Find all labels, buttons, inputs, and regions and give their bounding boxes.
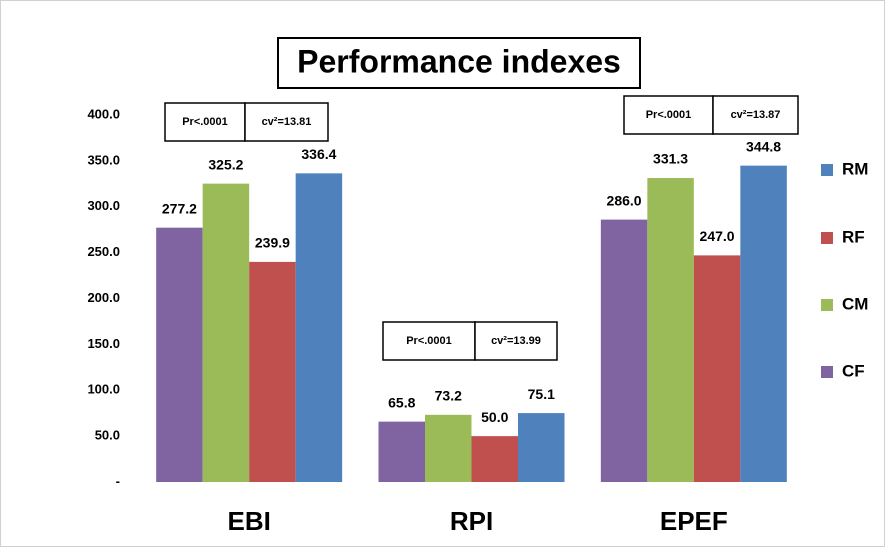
annotation-text: cv²=13.87: [731, 109, 781, 121]
bar: [202, 183, 250, 482]
legend-swatch: [821, 299, 833, 311]
bar: [740, 165, 787, 482]
bar: [249, 261, 296, 482]
y-tick-label: 100.0: [87, 382, 120, 397]
bar: [693, 255, 741, 482]
bar: [471, 436, 518, 482]
bar: [647, 178, 694, 482]
value-label: 247.0: [700, 228, 735, 244]
annotation-box: [623, 95, 714, 135]
annotation-text: Pr<.0001: [406, 335, 452, 347]
legend-label: CF: [842, 361, 865, 380]
value-label: 73.2: [435, 388, 462, 404]
y-tick-label: 150.0: [87, 336, 120, 351]
value-label: 75.1: [528, 386, 555, 402]
value-label: 344.8: [746, 138, 781, 154]
bar: [600, 219, 648, 482]
y-tick-label: 350.0: [87, 152, 120, 167]
annotation-text: Pr<.0001: [182, 116, 228, 128]
annotation-box: [474, 321, 558, 361]
value-label: 286.0: [607, 192, 642, 208]
y-tick-label: 250.0: [87, 244, 120, 259]
legend-label: RM: [842, 159, 868, 178]
value-label: 50.0: [481, 409, 508, 425]
value-label: 336.4: [301, 146, 336, 162]
legend-swatch: [821, 366, 833, 378]
value-label: 331.3: [653, 151, 688, 167]
annotation-box: [382, 321, 476, 361]
legend-label: CM: [842, 294, 868, 313]
y-tick-label: 300.0: [87, 198, 120, 213]
legend-label: RF: [842, 227, 865, 246]
chart-title: Performance indexes: [297, 43, 621, 79]
annotation-box: [244, 102, 329, 142]
y-tick-label: 200.0: [87, 290, 120, 305]
bar: [518, 413, 565, 482]
annotation-box: [712, 95, 799, 135]
value-label: 65.8: [388, 394, 415, 410]
legend-swatch: [821, 232, 833, 244]
bar: [425, 414, 472, 482]
bar: [295, 173, 343, 482]
bar: [378, 421, 425, 482]
value-label: 239.9: [255, 235, 290, 251]
y-tick-label: 400.0: [87, 106, 120, 121]
annotation-box: [164, 102, 246, 142]
x-tick-label: RPI: [450, 506, 493, 536]
annotation-text: cv²=13.81: [262, 116, 312, 128]
y-tick-label: 50.0: [95, 428, 120, 443]
annotation-text: Pr<.0001: [646, 109, 692, 121]
title-box: [277, 37, 641, 89]
value-label: 325.2: [208, 156, 243, 172]
x-tick-label: EBI: [227, 506, 270, 536]
bar: [156, 227, 203, 482]
annotation-text: cv²=13.99: [491, 335, 541, 347]
value-label: 277.2: [162, 200, 197, 216]
legend-swatch: [821, 164, 833, 176]
y-tick-label: -: [116, 473, 120, 488]
x-tick-label: EPEF: [660, 506, 728, 536]
